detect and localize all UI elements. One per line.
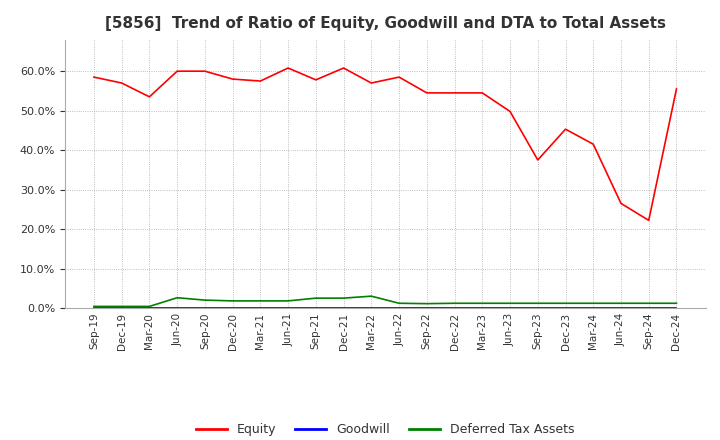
Legend: Equity, Goodwill, Deferred Tax Assets: Equity, Goodwill, Deferred Tax Assets: [191, 418, 580, 440]
Title: [5856]  Trend of Ratio of Equity, Goodwill and DTA to Total Assets: [5856] Trend of Ratio of Equity, Goodwil…: [104, 16, 666, 32]
